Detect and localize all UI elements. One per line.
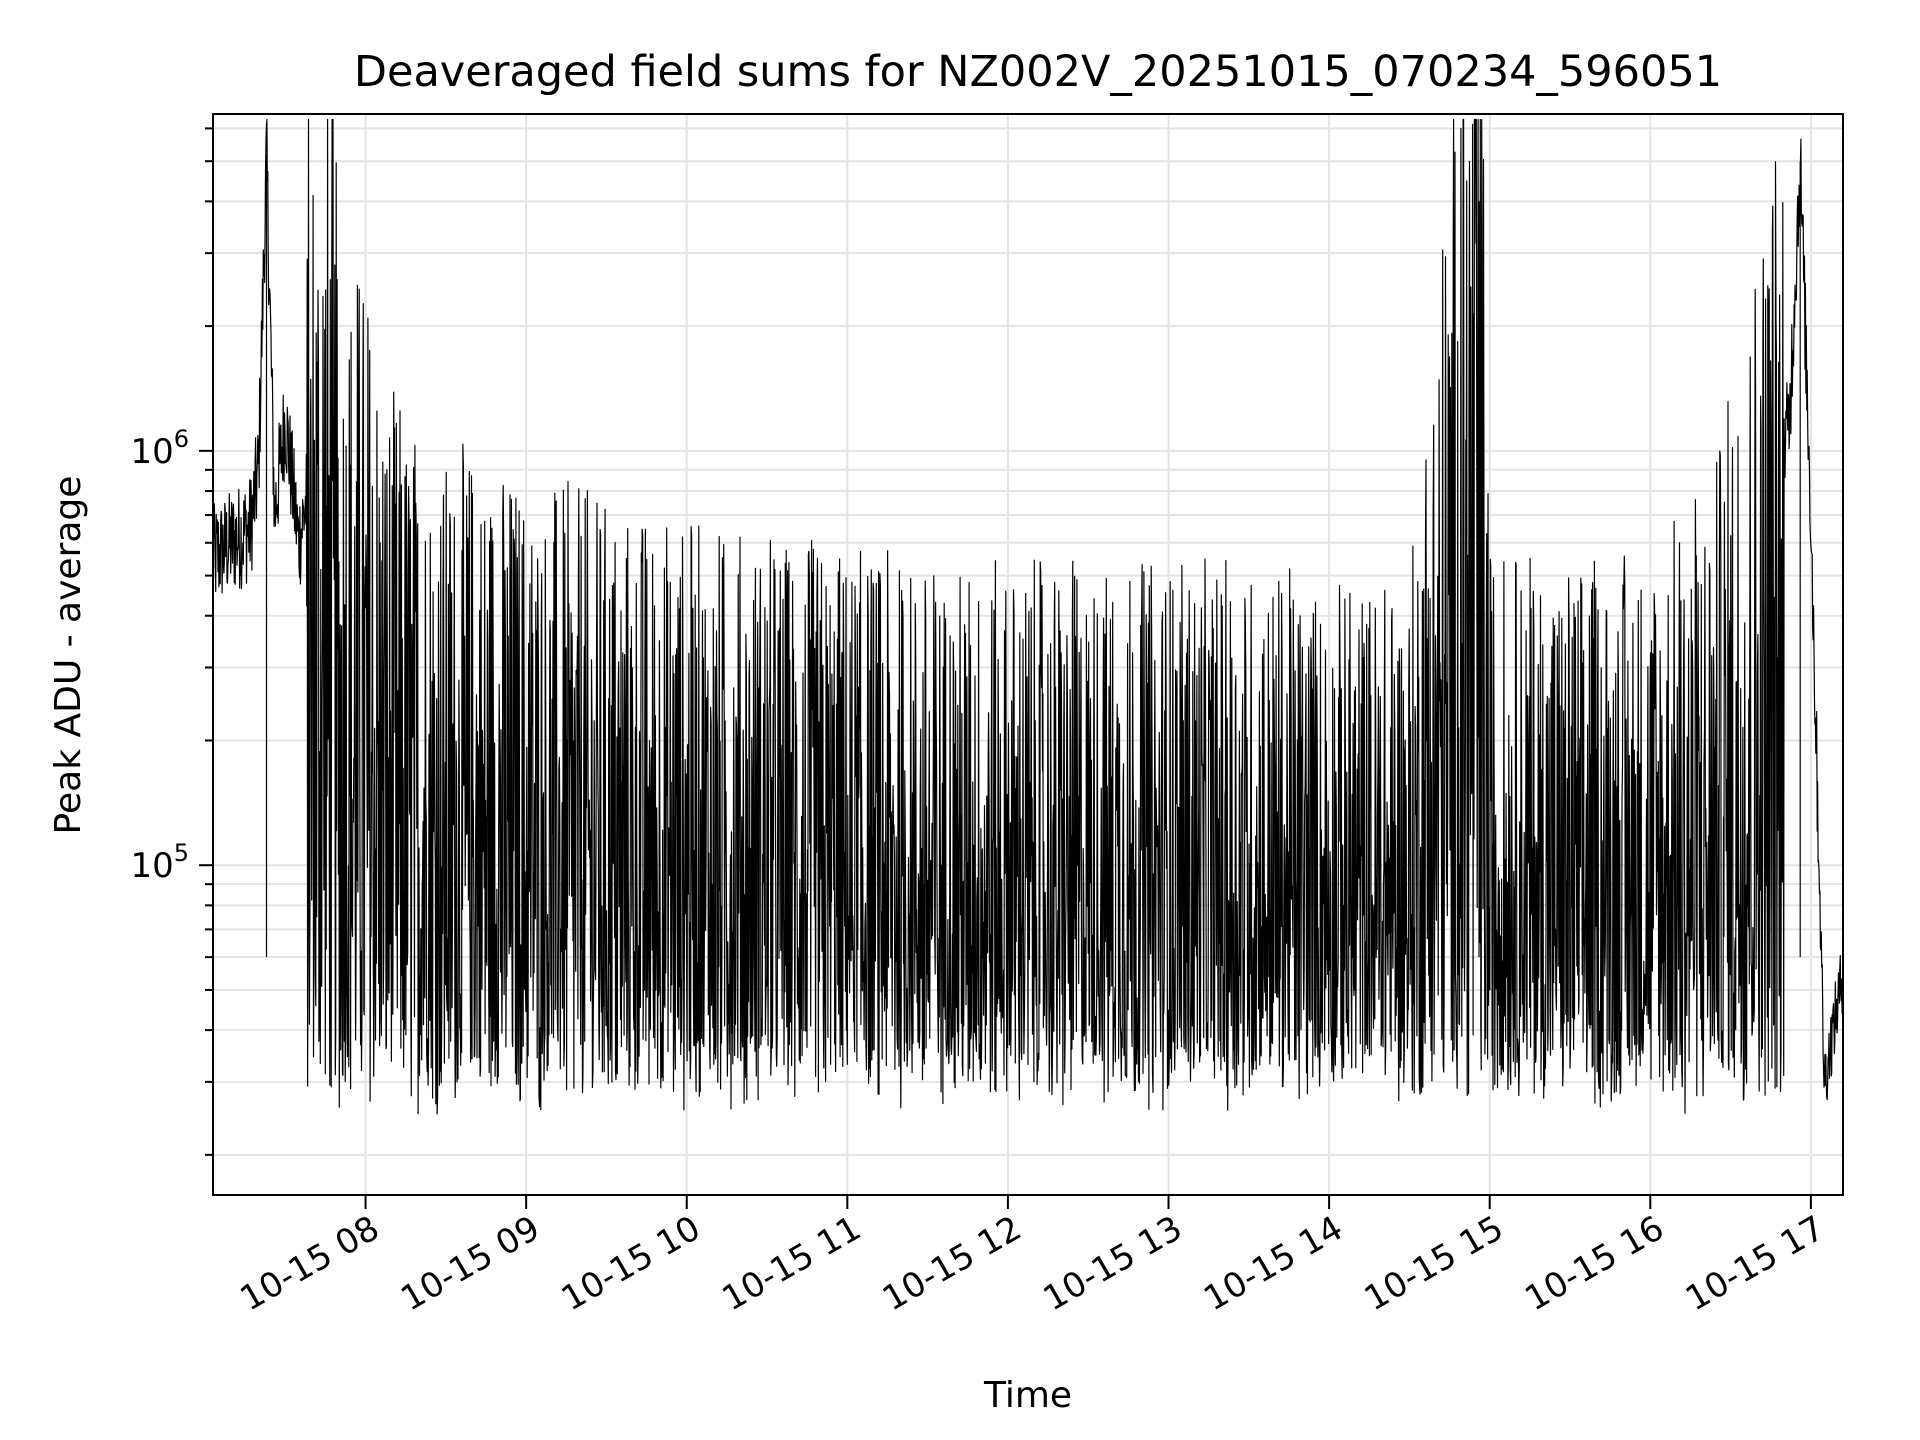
series-line (212, 118, 1844, 1115)
y-tick-label: 105 (130, 839, 189, 886)
y-axis-label: Peak ADU - average (48, 476, 89, 835)
y-axis: 105 106 (130, 127, 213, 1156)
x-axis-label: Time (983, 1375, 1072, 1416)
plot-frame (212, 113, 1844, 1196)
series-line-path (212, 118, 1844, 1115)
y-tick-label: 106 (130, 425, 189, 472)
chart-title: Deaveraged field sums for NZ002V_2025101… (354, 47, 1722, 97)
